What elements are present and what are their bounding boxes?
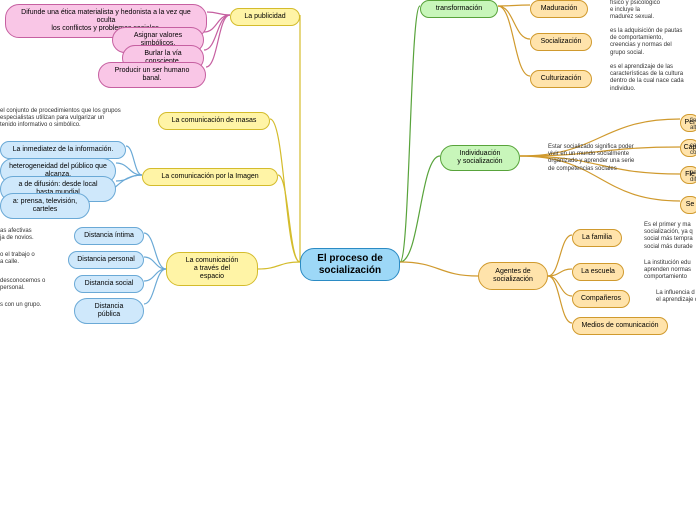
desc-3: desconocemos o personal. [0, 278, 56, 292]
desc-4: s con un grupo. [0, 302, 48, 309]
node-individ: Individuación y socialización [440, 145, 520, 171]
node-center: El proceso de socialización [300, 248, 400, 281]
edge-center-transform [400, 6, 420, 262]
edge-agentes-companeros [548, 276, 572, 296]
node-cultur: Culturización [530, 70, 592, 88]
node-agentes: Agentes de socialización [478, 262, 548, 290]
edge-center-comunicMasas [270, 119, 300, 262]
desc-8: es el aprendizaje de las características… [610, 64, 696, 93]
edge-publicidad-producir [206, 15, 230, 67]
node-familia: La familia [572, 229, 622, 247]
edge-agentes-familia [548, 235, 572, 276]
node-distSocial: Distancia social [74, 275, 144, 293]
node-distPublica: Distancia pública [74, 298, 144, 324]
desc-5: Estar socializado significa poder vivir … [548, 144, 658, 173]
node-transform: transformación [420, 0, 498, 18]
desc-10: La institución edu aprenden normas compo… [644, 260, 696, 282]
edge-transform-cultur [498, 6, 530, 76]
edge-comunicImagen-inmediatez [126, 146, 142, 175]
edge-publicidad-burlar [204, 15, 230, 50]
edge-agentes-medios [548, 276, 572, 323]
node-escuela: La escuela [572, 263, 624, 281]
edge-center-individ [400, 156, 440, 262]
desc-14: per dif [690, 170, 696, 184]
desc-7: es la adquisición de pautas de comportam… [610, 28, 696, 57]
edge-transform-socializ [498, 6, 530, 39]
node-comunicEspacio: La comunicación a través del espacio [166, 252, 258, 286]
node-maduracion: Maduración [530, 0, 588, 18]
node-cartel: a: prensa, televisión, carteles [0, 193, 90, 219]
desc-12: fin alt [690, 118, 696, 132]
desc-1: as afectivas ja de novios. [0, 228, 40, 242]
desc-2: o el trabajo o a calle. [0, 252, 44, 266]
node-medios: Medios de comunicación [572, 317, 668, 335]
edge-comunicEspacio-distIntima [144, 233, 166, 269]
edge-center-agentes [400, 262, 478, 276]
node-se: Se [680, 196, 696, 214]
desc-9: Es el primer y ma socialización, ya q so… [644, 222, 696, 251]
node-companeros: Compañeros [572, 290, 630, 308]
desc-11: La influencia d el aprendizaje d [656, 290, 696, 304]
edge-comunicEspacio-distPersonal [144, 257, 166, 269]
desc-13: com con [690, 143, 696, 157]
node-inmediatez: La inmediatez de la información. [0, 141, 126, 159]
desc-0: el conjunto de procedimientos que los gr… [0, 108, 130, 130]
node-socializ: Socialización [530, 33, 592, 51]
edge-center-comunicEspacio [258, 262, 300, 269]
node-comunicImagen: La comunicación por la Imagen [142, 168, 278, 186]
edge-publicidad-etica [207, 12, 230, 15]
edge-comunicEspacio-distSocial [144, 269, 166, 281]
edge-transform-maduracion [498, 5, 530, 6]
node-comunicMasas: La comunicación de masas [158, 112, 270, 130]
edge-center-comunicImagen [278, 175, 300, 262]
edge-comunicImagen-difusion [116, 175, 142, 181]
edge-comunicEspacio-distPublica [144, 269, 166, 304]
edge-agentes-escuela [548, 269, 572, 276]
node-distIntima: Distancia íntima [74, 227, 144, 245]
edge-publicidad-asignar [204, 15, 230, 32]
edge-comunicImagen-hetero [116, 163, 142, 175]
node-producir: Producir un ser humano banal. [98, 62, 206, 88]
node-publicidad: La publicidad [230, 8, 300, 26]
desc-6: físico y psicológico e incluye la madure… [610, 0, 690, 22]
node-distPersonal: Distancia personal [68, 251, 144, 269]
